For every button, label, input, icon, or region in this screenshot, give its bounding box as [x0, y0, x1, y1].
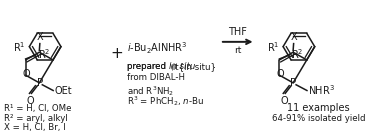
Text: R² = aryl, alkyl: R² = aryl, alkyl [4, 114, 67, 123]
Text: R$^2$: R$^2$ [291, 47, 304, 61]
Text: from DIBAL-H: from DIBAL-H [127, 73, 185, 82]
Text: R$^3$ = PhCH$_2$, $n$-Bu: R$^3$ = PhCH$_2$, $n$-Bu [127, 94, 204, 108]
Text: 11 examples: 11 examples [287, 103, 350, 113]
Text: O: O [26, 96, 34, 106]
Text: prepared: prepared [127, 62, 169, 71]
Text: R$^1$: R$^1$ [13, 40, 25, 53]
Text: prepared: prepared [127, 62, 169, 71]
Text: O: O [22, 69, 30, 79]
Text: X = H, Cl, Br, I: X = H, Cl, Br, I [4, 123, 65, 132]
Text: rt: rt [234, 46, 242, 55]
Text: R$^2$: R$^2$ [37, 47, 50, 61]
Text: and R$^3$NH$_2$: and R$^3$NH$_2$ [127, 84, 174, 98]
Text: P: P [37, 78, 43, 88]
Text: O: O [280, 96, 288, 106]
Text: in situ: in situ [169, 62, 195, 71]
Text: R$^1$: R$^1$ [266, 40, 279, 53]
Text: OEt: OEt [54, 85, 72, 96]
Text: $i$-Bu$_2$AlNHR$^3$: $i$-Bu$_2$AlNHR$^3$ [127, 41, 187, 56]
Text: +: + [111, 46, 124, 61]
Text: \it{in situ}: \it{in situ} [170, 62, 216, 71]
Text: 64-91% isolated yield: 64-91% isolated yield [272, 114, 366, 123]
Text: X: X [291, 32, 297, 42]
Text: NHR$^3$: NHR$^3$ [308, 84, 335, 97]
Text: R¹ = H, Cl, OMe: R¹ = H, Cl, OMe [4, 104, 71, 113]
Text: THF: THF [228, 27, 247, 37]
Text: O: O [276, 69, 284, 79]
Text: X: X [37, 32, 43, 42]
Text: P: P [291, 78, 297, 88]
